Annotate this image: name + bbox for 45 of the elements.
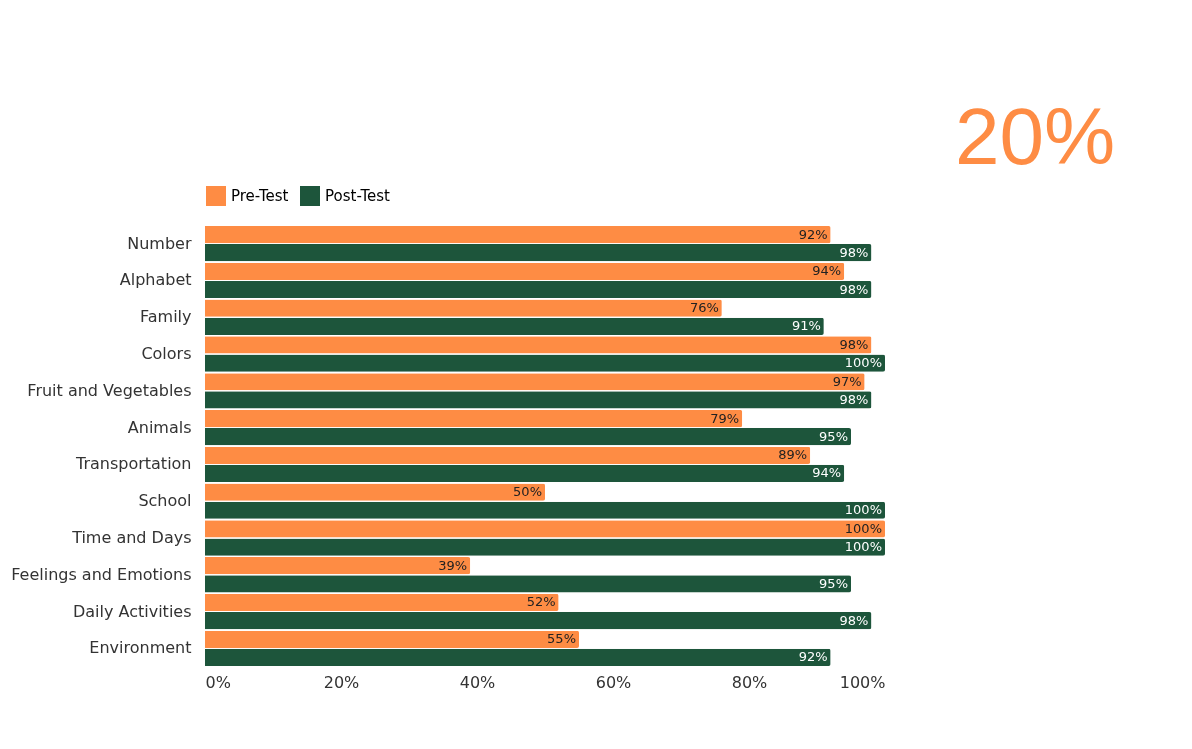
data-label: 100%	[844, 502, 882, 518]
data-label: 55%	[547, 631, 576, 647]
y-tick-label: Transportation	[74, 454, 192, 474]
data-label: 39%	[438, 557, 468, 573]
data-label: 94%	[812, 263, 842, 279]
y-tick-label: Fruit and Vegetables	[27, 380, 192, 400]
y-tick-label: Alphabet	[119, 270, 192, 290]
y-tick-label: Number	[127, 233, 192, 253]
data-label: 98%	[839, 244, 869, 260]
data-label: 98%	[839, 281, 869, 297]
data-label: 95%	[819, 428, 848, 444]
legend-label: Post-Test	[325, 187, 391, 205]
data-label: 98%	[839, 336, 869, 352]
data-label: 100%	[844, 539, 882, 555]
y-tick-label: Environment	[89, 638, 192, 658]
y-tick-label: Feelings and Emotions	[11, 564, 192, 584]
data-label: 100%	[844, 520, 882, 536]
data-label: 89%	[778, 447, 808, 463]
data-label: 98%	[839, 391, 869, 407]
data-label: 95%	[819, 575, 848, 591]
x-tick-label: 80%	[731, 672, 768, 692]
x-tick-label: 0%	[205, 672, 231, 692]
data-label: 52%	[526, 594, 556, 610]
y-tick-label: Family	[140, 307, 192, 327]
x-tick-label: 40%	[459, 672, 496, 692]
data-label: 76%	[689, 300, 719, 316]
data-label: 50%	[513, 484, 542, 500]
legend-label: Pre-Test	[231, 187, 289, 205]
y-tick-label: School	[138, 491, 192, 511]
data-label: 91%	[791, 318, 821, 334]
y-tick-label: Animals	[127, 417, 192, 437]
x-tick-label: 100%	[839, 672, 886, 692]
text: 20%	[955, 92, 1116, 181]
data-label: 92%	[798, 226, 828, 242]
y-tick-label: Colors	[141, 344, 192, 364]
data-label: 100%	[844, 355, 882, 371]
x-tick-label: 60%	[595, 672, 632, 692]
x-tick-label: 20%	[323, 672, 360, 692]
y-tick-label: Time and Days	[71, 527, 192, 547]
data-label: 92%	[798, 649, 828, 665]
data-label: 94%	[812, 465, 842, 481]
y-tick-label: Daily Activities	[72, 601, 192, 621]
data-label: 79%	[710, 410, 740, 426]
data-label: 98%	[839, 612, 869, 628]
data-label: 97%	[832, 373, 862, 389]
